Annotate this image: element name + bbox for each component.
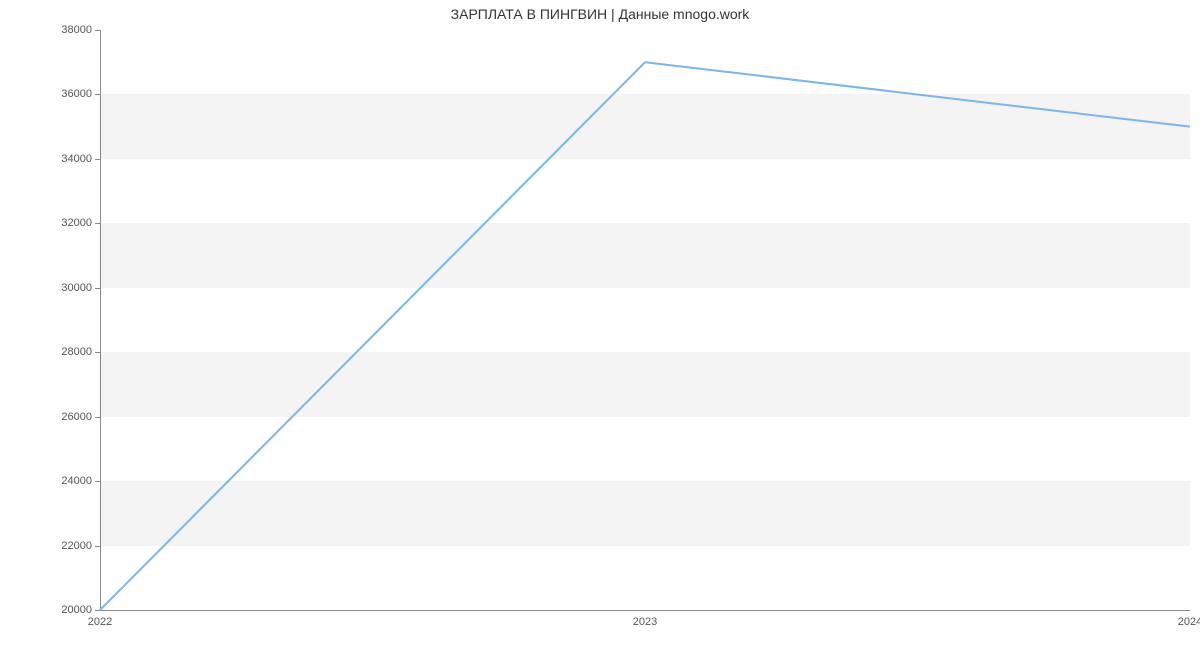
y-tick-label: 34000 <box>61 153 92 165</box>
y-tick-label: 32000 <box>61 217 92 229</box>
x-tick-label: 2024 <box>1178 616 1200 628</box>
y-tick-label: 36000 <box>61 88 92 100</box>
y-tick-label: 38000 <box>61 24 92 36</box>
series-layer <box>100 30 1190 610</box>
y-tick-label: 22000 <box>61 540 92 552</box>
x-axis-line <box>100 610 1190 611</box>
y-tick-label: 30000 <box>61 282 92 294</box>
salary-line-chart: ЗАРПЛАТА В ПИНГВИН | Данные mnogo.work 2… <box>0 0 1200 650</box>
x-tick-label: 2022 <box>88 616 112 628</box>
y-tick-label: 28000 <box>61 346 92 358</box>
plot-area: 2000022000240002600028000300003200034000… <box>100 30 1190 610</box>
series-line-salary <box>100 62 1190 610</box>
chart-title: ЗАРПЛАТА В ПИНГВИН | Данные mnogo.work <box>0 6 1200 22</box>
x-tick-label: 2023 <box>633 616 657 628</box>
y-tick-label: 20000 <box>61 604 92 616</box>
y-tick-label: 26000 <box>61 411 92 423</box>
y-tick-mark <box>95 610 100 611</box>
y-tick-label: 24000 <box>61 475 92 487</box>
